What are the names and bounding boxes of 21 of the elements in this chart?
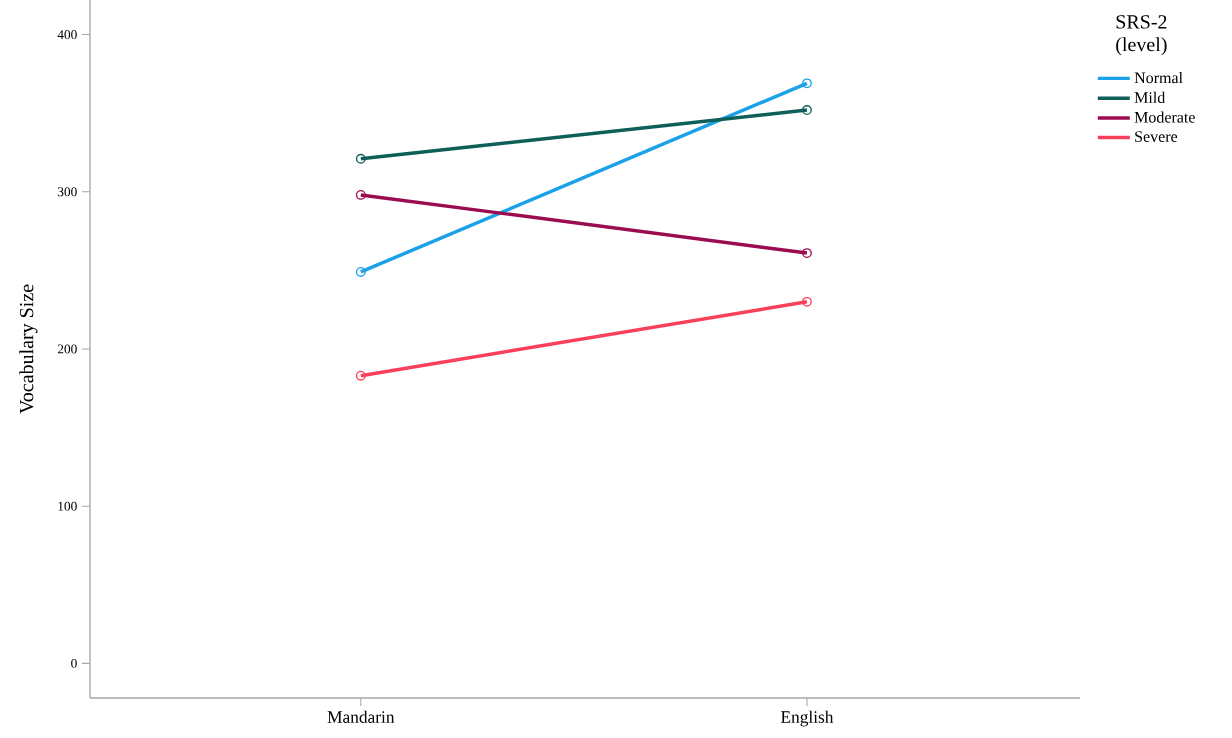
y-tick-label: 0 [71, 658, 77, 668]
legend-label: Severe [1135, 131, 1178, 142]
point [802, 105, 812, 115]
y-axis-title: Vocabulary Size [19, 284, 38, 414]
point [355, 370, 366, 381]
legend-title: SRS-2 (level) [1116, 15, 1167, 56]
y-tick-label: 400 [57, 30, 77, 40]
y-tick-label: 300 [57, 187, 77, 197]
y-tick-label: 100 [58, 501, 77, 511]
x-tick-label: Mandarin [327, 710, 395, 723]
legend-label: Moderate [1134, 111, 1195, 123]
y-tick-label: 200 [57, 344, 77, 354]
x-tick-label: English [780, 710, 834, 727]
point [802, 248, 812, 259]
point [802, 78, 812, 89]
point [355, 153, 366, 164]
point [802, 296, 812, 307]
legend-label: Mild [1134, 91, 1166, 103]
point [355, 267, 366, 277]
legend-label: Normal [1134, 71, 1183, 84]
point [355, 189, 366, 200]
